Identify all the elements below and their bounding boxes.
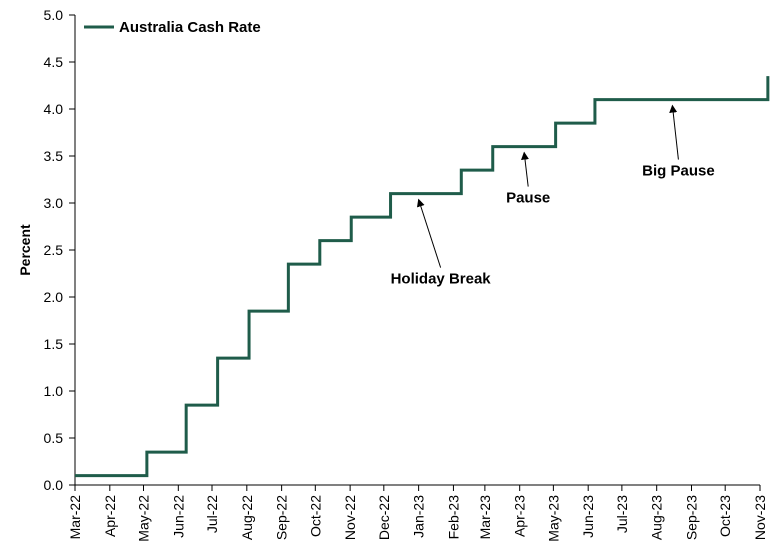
x-tick-label: Aug-23 xyxy=(649,495,665,540)
x-tick-label: Apr-22 xyxy=(102,495,118,537)
y-axis: 0.0 0.5 1.0 1.5 2.0 2.5 3.0 3.5 4.0 4.5 5.0 xyxy=(44,7,76,493)
x-tick-label: Nov-22 xyxy=(342,495,358,540)
y-tick-label: 1.0 xyxy=(44,383,64,399)
x-tick-label: Mar-23 xyxy=(477,495,493,540)
y-tick-label: 3.5 xyxy=(44,148,64,164)
x-axis: Mar-22 Apr-22 May-22 Jun-22 Jul-22 Aug-22 Sep-… xyxy=(67,484,768,542)
x-tick-label: May-23 xyxy=(545,495,561,542)
y-tick-label: 4.0 xyxy=(44,101,64,117)
x-tick-label: Jan-23 xyxy=(411,495,427,538)
y-tick-label: 5.0 xyxy=(44,7,64,23)
x-tick-label: Jun-22 xyxy=(170,495,186,538)
annotation-label: Holiday Break xyxy=(391,271,492,288)
y-tick-label: 4.5 xyxy=(44,54,64,70)
legend: Australia Cash Rate xyxy=(84,19,261,36)
annotation-label: Big Pause xyxy=(642,163,715,180)
x-tick-label: Feb-23 xyxy=(445,495,461,540)
x-tick-label: Aug-22 xyxy=(239,495,255,540)
x-tick-label: Jun-23 xyxy=(580,495,596,538)
y-tick-label: 0.5 xyxy=(44,430,64,446)
y-tick-label: 2.0 xyxy=(44,289,64,305)
annotations: Holiday Break Pause Big Pause xyxy=(391,104,715,288)
x-tick-label: Sep-22 xyxy=(274,495,290,540)
annotation-label: Pause xyxy=(506,190,550,207)
x-tick-label: Jul-22 xyxy=(204,495,220,533)
y-tick-label: 1.5 xyxy=(44,336,64,352)
y-tick-label: 2.5 xyxy=(44,242,64,258)
y-tick-label: 0.0 xyxy=(44,477,64,493)
x-tick-label: Apr-23 xyxy=(512,495,528,537)
annotation-arrow xyxy=(521,151,529,187)
series-line-cash-rate xyxy=(75,76,770,478)
series-layer xyxy=(74,76,770,478)
x-tick-label: Oct-22 xyxy=(307,495,323,537)
x-tick-label: May-22 xyxy=(136,495,152,542)
x-tick-label: Dec-22 xyxy=(376,495,392,540)
x-tick-label: Oct-23 xyxy=(717,495,733,537)
legend-label: Australia Cash Rate xyxy=(119,19,261,36)
y-axis-title: Percent xyxy=(17,224,33,276)
annotation-arrow xyxy=(669,104,679,160)
x-tick-label: Mar-22 xyxy=(67,495,83,540)
x-tick-label: Sep-23 xyxy=(684,495,700,540)
x-tick-label: Nov-23 xyxy=(752,495,768,540)
y-tick-label: 3.0 xyxy=(44,195,64,211)
annotation-arrow xyxy=(416,198,442,268)
x-tick-label: Jul-23 xyxy=(614,495,630,533)
